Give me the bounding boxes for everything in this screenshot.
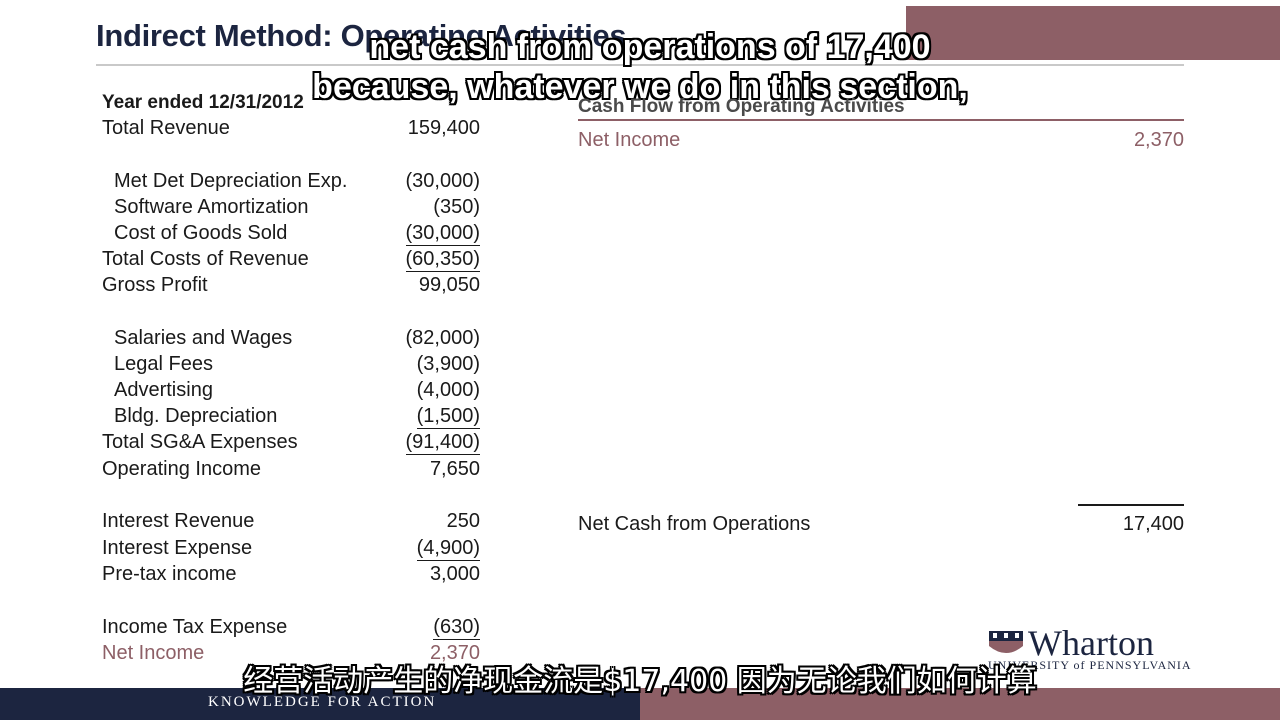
row-label: Income Tax Expense bbox=[102, 616, 288, 638]
row-label: Gross Profit bbox=[102, 274, 208, 296]
table-row: Total Revenue 159,400 bbox=[102, 117, 480, 141]
row-value: (91,400) bbox=[405, 431, 480, 455]
row-label: Total SG&A Expenses bbox=[102, 431, 298, 453]
subtitle-en-line1: net cash from operations of 17,400 bbox=[369, 28, 931, 66]
table-row: Advertising (4,000) bbox=[102, 379, 480, 403]
subtitle-en-line2: because, whatever we do in this section, bbox=[312, 68, 968, 106]
table-row: Total SG&A Expenses (91,400) bbox=[102, 431, 480, 455]
row-value: (630) bbox=[433, 616, 480, 640]
row-value: (30,000) bbox=[405, 170, 481, 192]
row-label: Net Income bbox=[578, 129, 681, 151]
row-value: (1,500) bbox=[416, 405, 480, 429]
row-label: Advertising bbox=[114, 379, 213, 401]
cash-flow-divider bbox=[578, 119, 1184, 121]
row-label: Total Costs of Revenue bbox=[102, 248, 309, 270]
row-value: 159,400 bbox=[407, 117, 480, 139]
cash-flow-total-row: Net Cash from Operations 17,400 bbox=[578, 513, 1184, 539]
footer-bar-left bbox=[0, 688, 640, 720]
table-row-net-income: Net Income 2,370 bbox=[102, 642, 480, 666]
row-value: 3,000 bbox=[429, 563, 480, 585]
row-value: (4,900) bbox=[416, 537, 480, 561]
row-label: Software Amortization bbox=[114, 196, 309, 218]
shield-icon bbox=[989, 631, 1023, 653]
row-value: (30,000) bbox=[405, 222, 480, 246]
row-value: (82,000) bbox=[405, 327, 481, 349]
row-value: 99,050 bbox=[418, 274, 480, 296]
row-value: 2,370 bbox=[1133, 129, 1184, 151]
row-value: (350) bbox=[433, 196, 480, 218]
subtitle-chinese: 经营活动产生的净现金流是$17,400 因为无论我们如何计算 bbox=[243, 664, 1037, 699]
row-label: Interest Expense bbox=[102, 537, 253, 559]
table-row: Interest Expense (4,900) bbox=[102, 537, 480, 561]
row-label: Operating Income bbox=[102, 458, 261, 480]
row-label: Legal Fees bbox=[114, 353, 213, 375]
income-statement-header: Year ended 12/31/2012 bbox=[102, 92, 304, 113]
table-row: Pre-tax income 3,000 bbox=[102, 563, 480, 587]
row-label: Met Det Depreciation Exp. bbox=[114, 170, 348, 192]
table-row: Salaries and Wages (82,000) bbox=[102, 327, 480, 351]
table-row: Legal Fees (3,900) bbox=[102, 353, 480, 377]
row-value: 7,650 bbox=[429, 458, 480, 480]
row-value: 250 bbox=[446, 510, 480, 532]
row-label: Salaries and Wages bbox=[114, 327, 293, 349]
logo-subtitle: UNIVERSITY of PENNSYLVANIA bbox=[988, 658, 1192, 672]
row-label: Cost of Goods Sold bbox=[114, 222, 288, 244]
row-label: Total Revenue bbox=[102, 117, 230, 139]
table-row: Operating Income 7,650 bbox=[102, 458, 480, 482]
row-label: Bldg. Depreciation bbox=[114, 405, 278, 427]
table-row: Cost of Goods Sold (30,000) bbox=[102, 222, 480, 246]
row-value: (3,900) bbox=[416, 353, 480, 375]
row-label: Interest Revenue bbox=[102, 510, 255, 532]
table-row: Gross Profit 99,050 bbox=[102, 274, 480, 298]
row-value: (4,000) bbox=[416, 379, 480, 401]
cash-flow-net-income-row: Net Income 2,370 bbox=[578, 129, 1184, 155]
table-row: Met Det Depreciation Exp. (30,000) bbox=[102, 170, 480, 194]
table-row: Interest Revenue 250 bbox=[102, 510, 480, 534]
row-value: 2,370 bbox=[429, 642, 480, 664]
row-label: Net Income bbox=[102, 642, 205, 664]
total-underline bbox=[1078, 504, 1184, 506]
header-accent-box bbox=[906, 6, 1280, 60]
cash-flow-header: Cash Flow from Operating Activities bbox=[578, 96, 905, 117]
title-divider bbox=[96, 64, 1184, 66]
table-row: Software Amortization (350) bbox=[102, 196, 480, 220]
table-row: Bldg. Depreciation (1,500) bbox=[102, 405, 480, 429]
table-row: Total Costs of Revenue (60,350) bbox=[102, 248, 480, 272]
slide-title: Indirect Method: Operating Activities bbox=[96, 18, 627, 53]
footer-bar-right bbox=[640, 688, 1280, 720]
footer-tagline: KNOWLEDGE FOR ACTION bbox=[208, 694, 437, 710]
row-label: Pre-tax income bbox=[102, 563, 237, 585]
wharton-logo: Wharton UNIVERSITY of PENNSYLVANIA bbox=[988, 623, 1191, 672]
logo-wordmark: Wharton bbox=[1028, 623, 1154, 663]
table-row: Income Tax Expense (630) bbox=[102, 616, 480, 640]
row-value: (60,350) bbox=[405, 248, 480, 272]
row-value: 17,400 bbox=[1122, 513, 1184, 535]
row-label: Net Cash from Operations bbox=[578, 513, 811, 535]
